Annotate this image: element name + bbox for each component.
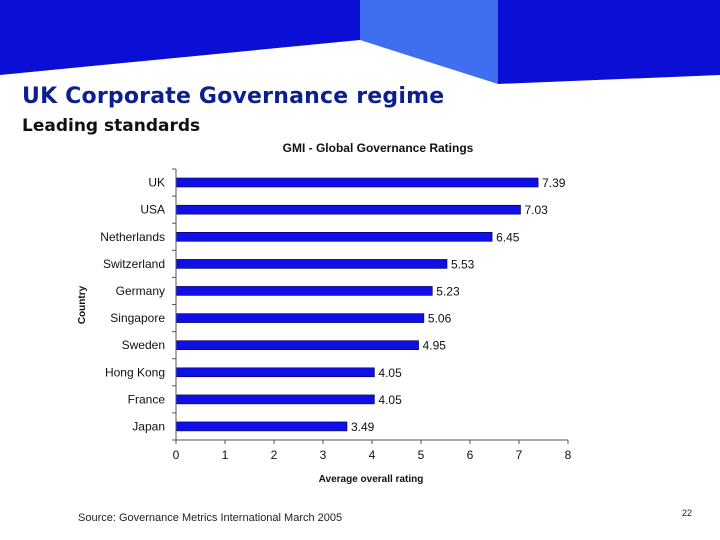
bar xyxy=(175,421,348,432)
x-tick-label: 8 xyxy=(565,448,572,462)
x-axis-label: Average overall rating xyxy=(319,474,424,485)
category-label: Germany xyxy=(116,284,165,298)
chart-title: GMI - Global Governance Ratings xyxy=(283,141,474,155)
slide-title: UK Corporate Governance regime xyxy=(22,84,445,109)
bar xyxy=(175,394,375,405)
category-label: Japan xyxy=(132,419,165,433)
value-label: 4.95 xyxy=(423,339,447,353)
x-tick-label: 0 xyxy=(173,448,180,462)
category-label: USA xyxy=(140,203,165,217)
value-label: 3.49 xyxy=(351,420,375,434)
bar xyxy=(175,259,448,269)
x-tick-label: 4 xyxy=(369,448,376,462)
banner-middle-shape xyxy=(360,0,498,84)
x-tick-label: 6 xyxy=(467,448,474,462)
banner-right-shape xyxy=(498,0,720,84)
gmi-bar-chart: GMI - Global Governance Ratings Country … xyxy=(77,141,572,485)
x-tick-label: 1 xyxy=(222,448,229,462)
source-note: Source: Governance Metrics International… xyxy=(78,512,343,524)
category-label: Hong Kong xyxy=(105,365,165,379)
category-label: France xyxy=(128,392,166,406)
category-label: Netherlands xyxy=(100,230,165,244)
y-axis-label: Country xyxy=(77,285,88,324)
value-label: 7.03 xyxy=(525,203,549,217)
x-tick-label: 2 xyxy=(271,448,278,462)
bar xyxy=(175,177,539,188)
value-label: 6.45 xyxy=(496,230,520,244)
category-label: Sweden xyxy=(122,338,165,352)
banner-left-shape xyxy=(0,0,360,75)
bar xyxy=(175,340,419,350)
category-label: Switzerland xyxy=(103,257,165,271)
axis-layer: 0 1 2 3 4 5 6 7 8 xyxy=(172,168,572,462)
bar xyxy=(175,204,521,215)
x-tick-label: 3 xyxy=(320,448,327,462)
x-tick-label: 5 xyxy=(418,448,425,462)
value-label: 7.39 xyxy=(542,176,566,190)
value-label: 5.53 xyxy=(451,257,475,271)
bar xyxy=(175,286,433,296)
value-label: 4.05 xyxy=(378,393,402,407)
bar-layer: UK 7.39 USA 7.03 Netherlands 6.45 Switzerland 5… xyxy=(100,176,566,434)
page-number: 22 xyxy=(682,508,693,518)
value-label: 4.05 xyxy=(378,366,402,380)
bar xyxy=(175,313,425,323)
x-tick-label: 7 xyxy=(516,448,523,462)
category-label: Singapore xyxy=(110,311,165,325)
category-label: UK xyxy=(148,176,165,190)
value-label: 5.06 xyxy=(428,312,452,326)
bar xyxy=(175,367,375,378)
slide-subtitle: Leading standards xyxy=(22,116,201,136)
bar xyxy=(175,232,493,242)
header-banner xyxy=(0,0,720,84)
value-label: 5.23 xyxy=(436,284,460,298)
